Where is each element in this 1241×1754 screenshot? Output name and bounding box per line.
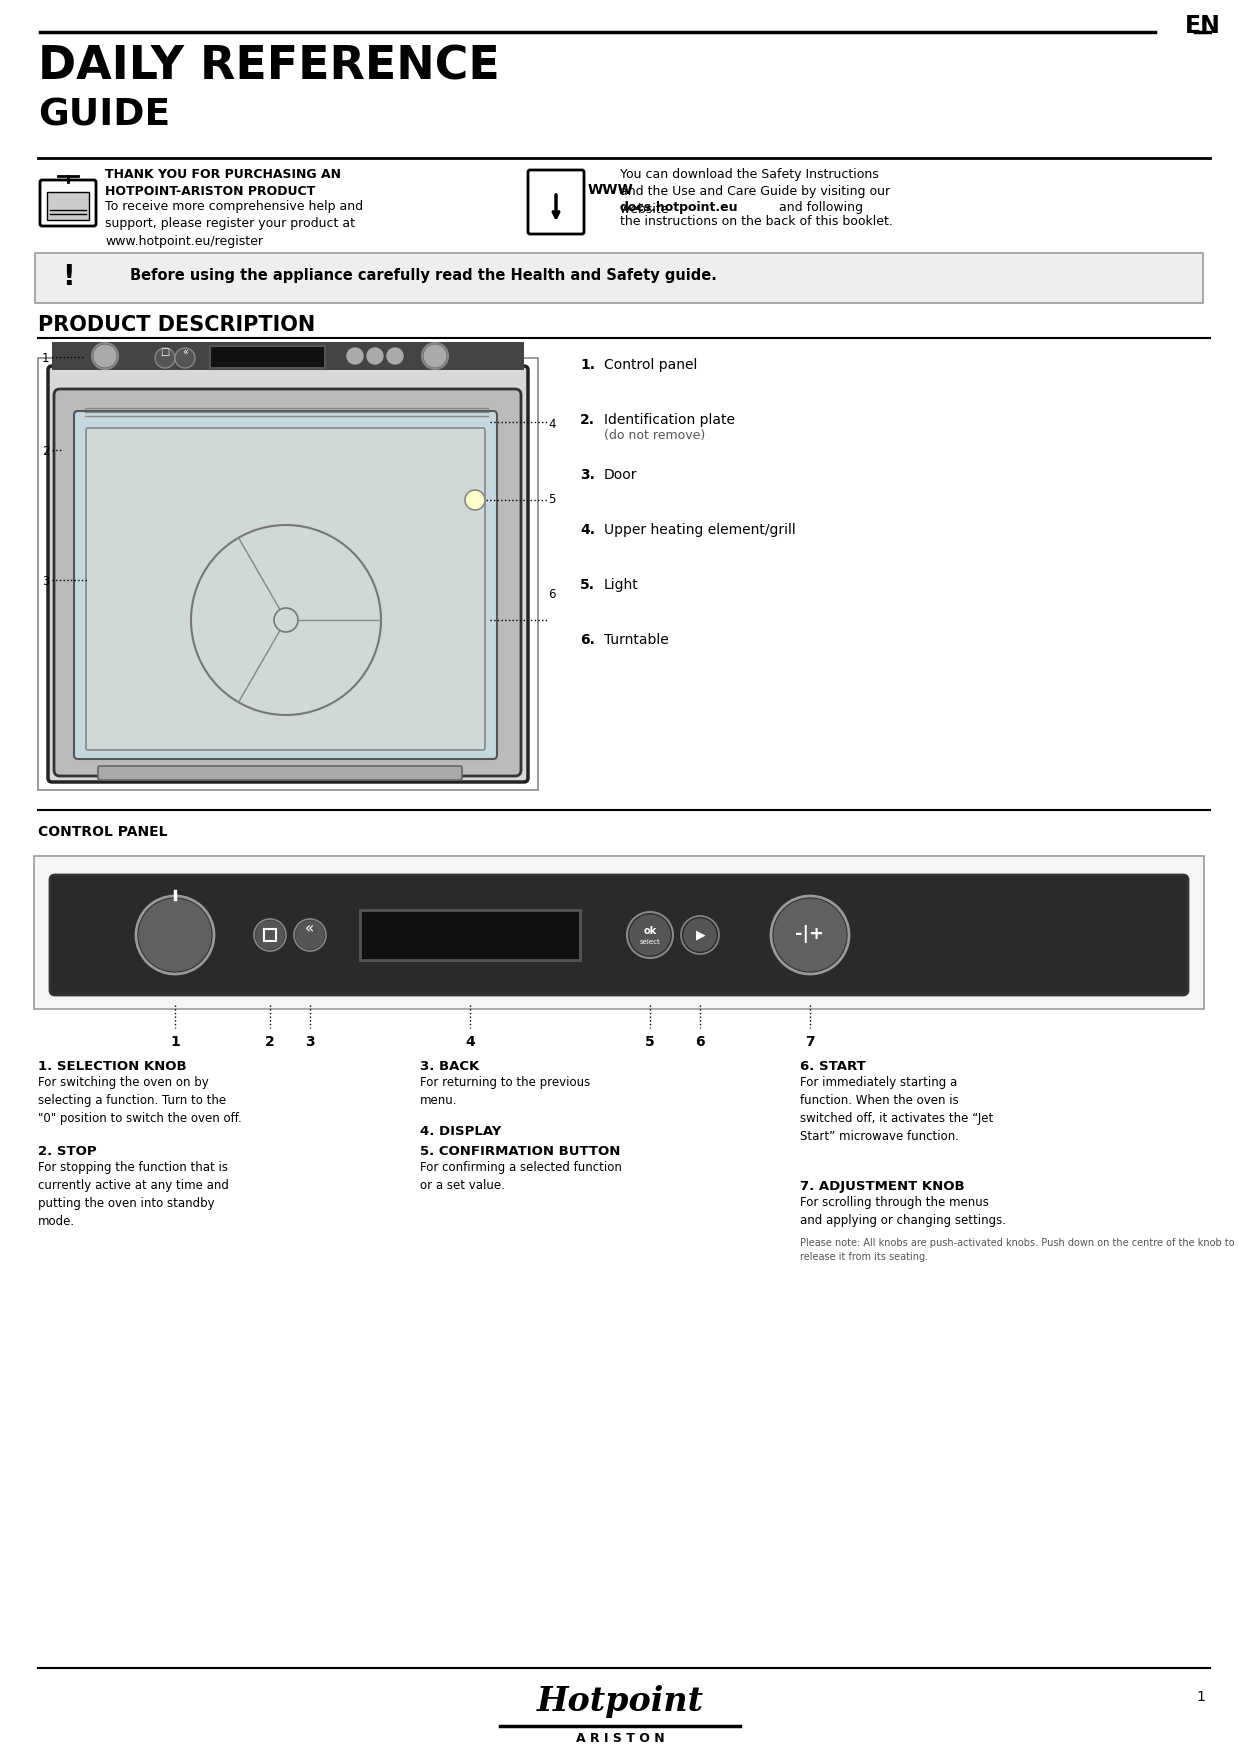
Text: EN: EN xyxy=(1185,14,1221,39)
Text: 3.: 3. xyxy=(580,468,594,482)
Bar xyxy=(47,191,89,219)
Circle shape xyxy=(684,919,716,951)
Text: select: select xyxy=(639,938,660,945)
Text: For scrolling through the menus
and applying or changing settings.: For scrolling through the menus and appl… xyxy=(800,1196,1006,1228)
Text: Upper heating element/grill: Upper heating element/grill xyxy=(604,523,795,537)
Circle shape xyxy=(424,346,446,367)
Text: Identification plate: Identification plate xyxy=(604,412,735,426)
Circle shape xyxy=(774,900,846,972)
FancyBboxPatch shape xyxy=(50,875,1188,995)
Bar xyxy=(264,930,276,940)
Text: Door: Door xyxy=(604,468,638,482)
Text: 4.: 4. xyxy=(580,523,594,537)
Text: 2: 2 xyxy=(266,1035,274,1049)
Text: To receive more comprehensive help and
support, please register your product at
: To receive more comprehensive help and s… xyxy=(105,200,364,247)
Text: 2.: 2. xyxy=(580,412,594,426)
Text: ok: ok xyxy=(643,926,656,937)
Text: Control panel: Control panel xyxy=(604,358,697,372)
Text: 4: 4 xyxy=(549,417,556,431)
Text: 2: 2 xyxy=(42,446,50,458)
Circle shape xyxy=(256,921,284,949)
Text: Light: Light xyxy=(604,579,639,593)
Text: WWW: WWW xyxy=(588,182,634,196)
Text: -|+: -|+ xyxy=(795,924,824,944)
Circle shape xyxy=(630,916,670,954)
Text: 5. CONFIRMATION BUTTON: 5. CONFIRMATION BUTTON xyxy=(419,1145,620,1158)
Text: A R I S T O N: A R I S T O N xyxy=(576,1731,664,1745)
Text: and following: and following xyxy=(774,202,862,214)
Text: For switching the oven on by
selecting a function. Turn to the
"0" position to s: For switching the oven on by selecting a… xyxy=(38,1075,242,1124)
Text: CONTROL PANEL: CONTROL PANEL xyxy=(38,824,168,838)
Text: 6: 6 xyxy=(549,588,556,602)
Text: □: □ xyxy=(160,347,170,358)
Text: Hotpoint: Hotpoint xyxy=(536,1686,704,1717)
Text: «: « xyxy=(182,347,187,358)
Text: docs.hotpoint.eu: docs.hotpoint.eu xyxy=(620,202,738,214)
FancyBboxPatch shape xyxy=(527,170,585,233)
FancyBboxPatch shape xyxy=(34,856,1204,1009)
Text: 3: 3 xyxy=(42,575,50,588)
FancyBboxPatch shape xyxy=(55,389,521,775)
Circle shape xyxy=(347,347,364,365)
Text: «: « xyxy=(305,921,315,937)
Circle shape xyxy=(139,900,211,972)
FancyBboxPatch shape xyxy=(35,253,1203,303)
Bar xyxy=(210,346,325,368)
Text: 6: 6 xyxy=(695,1035,705,1049)
Text: For returning to the previous
menu.: For returning to the previous menu. xyxy=(419,1075,591,1107)
Text: 1: 1 xyxy=(170,1035,180,1049)
FancyBboxPatch shape xyxy=(40,181,96,226)
Circle shape xyxy=(467,491,484,509)
Text: ▶: ▶ xyxy=(696,928,706,942)
Text: For immediately starting a
function. When the oven is
switched off, it activates: For immediately starting a function. Whe… xyxy=(800,1075,993,1144)
FancyBboxPatch shape xyxy=(48,367,527,782)
Text: 5.: 5. xyxy=(580,579,594,593)
Text: (do not remove): (do not remove) xyxy=(604,430,705,442)
Text: 1.: 1. xyxy=(580,358,594,372)
Text: 2. STOP: 2. STOP xyxy=(38,1145,97,1158)
Text: You can download the Safety Instructions
and the Use and Care Guide by visiting : You can download the Safety Instructions… xyxy=(620,168,890,216)
Text: the instructions on the back of this booklet.: the instructions on the back of this boo… xyxy=(620,216,892,228)
Circle shape xyxy=(297,921,324,949)
Circle shape xyxy=(387,347,403,365)
Text: 5: 5 xyxy=(549,493,556,505)
Bar xyxy=(360,910,580,959)
Text: Before using the appliance carefully read the Health and Safety guide.: Before using the appliance carefully rea… xyxy=(130,268,717,282)
Circle shape xyxy=(156,349,174,367)
Text: 4. DISPLAY: 4. DISPLAY xyxy=(419,1124,501,1138)
Text: 1: 1 xyxy=(1196,1691,1205,1703)
Text: 3: 3 xyxy=(305,1035,315,1049)
Text: For confirming a selected function
or a set value.: For confirming a selected function or a … xyxy=(419,1161,622,1193)
Text: !: ! xyxy=(62,263,74,291)
Text: Turntable: Turntable xyxy=(604,633,669,647)
FancyBboxPatch shape xyxy=(86,428,485,751)
Text: GUIDE: GUIDE xyxy=(38,98,170,133)
Bar xyxy=(38,358,539,789)
Text: 1. SELECTION KNOB: 1. SELECTION KNOB xyxy=(38,1059,186,1073)
Text: For stopping the function that is
currently active at any time and
putting the o: For stopping the function that is curren… xyxy=(38,1161,228,1228)
Circle shape xyxy=(176,349,194,367)
Text: PRODUCT DESCRIPTION: PRODUCT DESCRIPTION xyxy=(38,316,315,335)
Text: 3. BACK: 3. BACK xyxy=(419,1059,479,1073)
Text: THANK YOU FOR PURCHASING AN
HOTPOINT-ARISTON PRODUCT: THANK YOU FOR PURCHASING AN HOTPOINT-ARI… xyxy=(105,168,341,198)
Text: 5: 5 xyxy=(645,1035,655,1049)
Bar xyxy=(52,342,524,370)
Circle shape xyxy=(94,346,115,367)
Text: 4: 4 xyxy=(465,1035,475,1049)
Text: 1: 1 xyxy=(42,353,50,365)
Circle shape xyxy=(367,347,383,365)
Text: 7: 7 xyxy=(805,1035,815,1049)
FancyBboxPatch shape xyxy=(74,410,496,759)
FancyBboxPatch shape xyxy=(98,766,462,781)
Text: Please note: All knobs are push-activated knobs. Push down on the centre of the : Please note: All knobs are push-activate… xyxy=(800,1238,1235,1261)
Text: 7. ADJUSTMENT KNOB: 7. ADJUSTMENT KNOB xyxy=(800,1180,964,1193)
Text: 6. START: 6. START xyxy=(800,1059,866,1073)
Text: 6.: 6. xyxy=(580,633,594,647)
Text: DAILY REFERENCE: DAILY REFERENCE xyxy=(38,46,500,89)
